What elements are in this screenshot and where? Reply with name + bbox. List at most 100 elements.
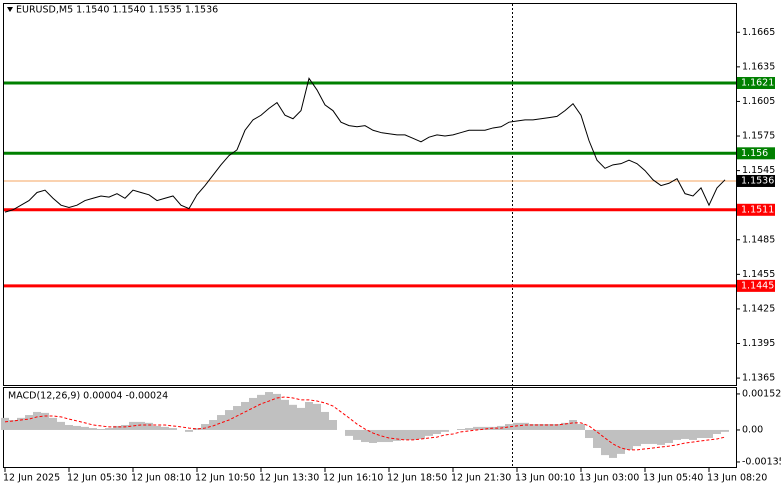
macd-bar [265,392,273,430]
macd-bar [289,404,297,430]
level-tag [737,203,775,216]
y-tick-label: 1.1485 [742,234,775,245]
macd-bar [385,429,393,443]
macd-bar [329,420,337,430]
x-tick-label: 13 Jun 03:00 [579,473,639,484]
macd-bar [433,429,441,434]
macd-bar [481,426,489,430]
macd-bar [665,429,673,444]
macd-bar [145,422,153,430]
macd-bar [377,429,385,443]
macd-bar [601,429,609,456]
y-tick-label: 1.1365 [742,373,775,384]
macd-bar [169,428,177,430]
macd-bar [105,428,113,430]
macd-bar [609,429,617,458]
macd-bar [361,429,369,443]
macd-bar [681,429,689,439]
last-price-label: 1.1536 [741,175,774,186]
macd-bar [721,429,729,432]
macd-bar [457,429,465,430]
level-tag [737,147,775,160]
x-tick-label: 13 Jun 08:20 [707,473,767,484]
x-tick-label: 12 Jun 21:30 [451,473,511,484]
macd-bar [473,426,481,430]
macd-bar [297,407,305,430]
signal-line [4,396,726,451]
macd-bar [217,415,225,430]
x-tick-label: 12 Jun 10:50 [195,473,255,484]
y-tick-label: 1.1395 [742,338,775,349]
level-tag [737,76,775,89]
macd-bar [233,406,241,430]
macd-bar [41,412,49,430]
level-label: 1.1511 [741,204,774,215]
level-label: 1.156 [741,148,768,159]
macd-bar [209,420,217,430]
macd-bar [713,429,721,434]
macd-bar [121,424,129,430]
y-tick-label: 1.1575 [742,131,775,142]
macd-bar [313,403,321,430]
macd-bar [553,424,561,430]
macd-bar [113,425,121,430]
macd-bar [241,401,249,430]
macd-bar [593,429,601,448]
macd-bar [641,429,649,444]
macd-bar [305,401,313,430]
macd-bar [425,429,433,436]
macd-bar [1,417,9,430]
macd-bar [521,422,529,430]
macd-bar [569,420,577,430]
macd-bar [441,429,449,432]
macd-bar [129,421,137,430]
y-tick-label: 1.1635 [742,61,775,72]
y-tick-label: 1.1665 [742,27,775,38]
macd-bar [529,424,537,430]
macd-bar [409,429,417,440]
macd-bar [673,429,681,440]
x-tick-label: 13 Jun 05:40 [643,473,703,484]
macd-bar [9,420,17,430]
x-tick-label: 12 Jun 08:10 [131,473,191,484]
macd-bar [545,424,553,430]
macd-bar [353,429,361,440]
macd-bar [321,411,329,430]
macd-bar [249,397,257,430]
macd-bar [153,425,161,430]
y-tick-label: 1.1425 [742,303,775,314]
macd-bar [17,417,25,430]
menu-arrow [7,7,13,12]
macd-bar [201,424,209,430]
macd-bar [49,417,57,430]
y-tick-label: 1.1455 [742,269,775,280]
macd-bar [73,425,81,430]
macd-bar [649,429,657,444]
macd-bar [81,426,89,430]
macd-bar [393,429,401,441]
macd-bar [257,394,265,430]
y-tick-label: 0.00 [742,424,763,435]
level-label: 1.1621 [741,77,774,88]
macd-bar [369,429,377,444]
macd-bar [537,424,545,430]
macd-bar [633,429,641,447]
macd-bar [345,429,353,436]
x-tick-label: 12 Jun 2025 [3,473,60,484]
y-tick-label: 0.00152 [742,388,781,399]
macd-bar [193,428,201,430]
y-tick-label: 1.1545 [742,165,775,176]
price-frame [3,3,737,386]
chart-title: EURUSD,M5 1.1540 1.1540 1.1535 1.1536 [16,5,218,16]
macd-bar [585,429,593,439]
macd-bar [705,429,713,439]
macd-bar [273,393,281,430]
macd-bar [25,415,33,430]
macd-title: MACD(12,26,9) 0.00004 -0.00024 [8,391,168,402]
macd-bar [137,421,145,430]
x-tick-label: 12 Jun 13:30 [259,473,319,484]
price-line [4,77,726,213]
macd-bar [65,424,73,430]
